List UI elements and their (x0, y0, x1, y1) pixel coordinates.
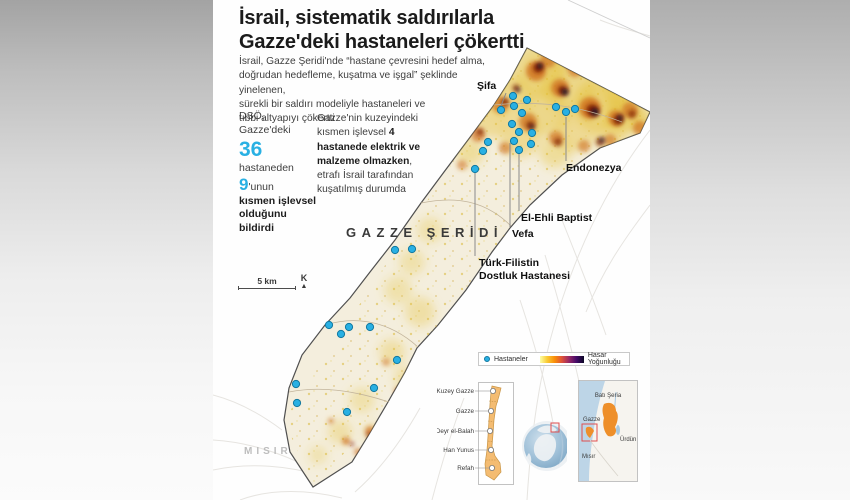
hospital-label-turk-filistin: Türk-Filistin Dostluk Hastanesi (479, 257, 570, 283)
hospital-dot (551, 102, 561, 112)
hospital-dot (514, 145, 524, 155)
who-label: Gazze'deki (239, 123, 291, 136)
district-marker (490, 387, 497, 394)
egypt-label: MISIR (244, 446, 292, 457)
hospital-dot (291, 379, 301, 389)
compass-letter: K (300, 273, 308, 283)
hospital-dot (390, 245, 400, 255)
globe-minimap (522, 421, 567, 471)
region-label-west-bank: Batı Şeria (595, 393, 622, 399)
hospital-dot (508, 91, 518, 101)
district-marker (488, 447, 495, 454)
hospital-dot (526, 139, 536, 149)
intro-line: sürekli bir saldırı modeliyle hastaneler… (239, 98, 426, 110)
letterbox-left (0, 0, 213, 500)
hospital-label-elehli: El-Ehli Baptist (521, 212, 593, 224)
hospital-dot (369, 383, 379, 393)
hospital-dot (570, 104, 580, 114)
who-label-bold: olduğunu (239, 208, 287, 221)
district-marker (488, 407, 495, 414)
globe-highlight-box (550, 422, 560, 433)
who-label-bold: bildirdi (239, 222, 274, 235)
hospital-dot (392, 355, 402, 365)
districts-minimap: Kuzey Gazze Gazze Deyr el-Balah Han Yunu… (437, 382, 514, 485)
hospital-legend-icon (484, 356, 490, 362)
who-label: hastaneden (239, 161, 294, 174)
hospital-label-line: Dostluk Hastanesi (479, 270, 571, 283)
intro-paragraph: İsrail, Gazze Şeridi'nde “hastane çevres… (239, 55, 499, 126)
hospital-label-sifa: Şifa (477, 80, 497, 92)
district-label: Kuzey Gazze (437, 388, 474, 395)
hospital-dot (517, 108, 527, 118)
hospital-dot (561, 107, 571, 117)
district-label: Refah (457, 465, 474, 472)
legend-damage-label: Hasar Yoğunluğu (587, 352, 621, 366)
north-arrow-icon: ▲ (300, 283, 308, 290)
hospital-dot (365, 322, 375, 332)
district-label: Han Yunus (443, 447, 474, 454)
note-text-bold: 4 hastanede elektrik ve malzeme olmazken (317, 127, 421, 167)
north-gaza-note: Gazze'nin kuzeyindeki kısmen işlevsel 4 … (317, 112, 433, 198)
north-compass: K ▲ (298, 273, 310, 291)
letterbox-right (650, 0, 850, 500)
gaza-damage-map (213, 0, 650, 500)
page-title: İsrail, sistematik saldırılarla Gazze'de… (239, 6, 589, 55)
who-label: DSÖ, (239, 110, 265, 122)
border-fence-line (567, 0, 650, 39)
region-label-jordan: Ürdün (620, 436, 636, 443)
stat-total-hospitals: 36 (239, 137, 263, 161)
district-marker (487, 428, 494, 435)
hospital-label-line: Türk-Filistin (479, 257, 540, 269)
who-label: 'unun (248, 180, 274, 193)
legend-hospitals-label: Hastaneler (494, 355, 528, 363)
gaza-strip-label: GAZZE ŞERİDİ (346, 225, 504, 240)
region-minimap: Batı Şeria Gazze Ürdün Mısır (578, 380, 638, 482)
hospital-dot (509, 136, 519, 146)
hospital-label-vefa: Vefa (512, 228, 534, 240)
region-label-gaza: Gazze (583, 417, 601, 423)
who-label-bold: kısmen işlevsel (239, 194, 317, 207)
label-leader-lines (474, 92, 567, 256)
stat-partial-hospitals: 9 (239, 174, 249, 194)
hospital-dot (407, 244, 417, 254)
intro-line: doğrudan hedefleme, kuşatma ve işgal” şe… (239, 70, 458, 96)
scale-label: 5 km (257, 276, 277, 286)
district-label: Deyr el-Balah (437, 428, 474, 435)
hospital-dot (324, 320, 334, 330)
gaza-shape-small (585, 426, 594, 438)
hospital-dot (527, 128, 537, 138)
hospital-dot (292, 398, 302, 408)
minimap-gaza-shape (484, 385, 502, 481)
hospital-dot (522, 95, 532, 105)
west-bank-shape (602, 402, 618, 437)
hospital-dot (483, 137, 493, 147)
damage-gradient-bar (539, 355, 584, 363)
district-marker (489, 465, 496, 472)
district-label: Gazze (456, 408, 475, 415)
note-text: , etrafı İsrail tarafından kuşatılmış du… (317, 155, 414, 196)
infographic-content: İsrail, sistematik saldırılarla Gazze'de… (213, 0, 650, 500)
title-line-1: İsrail, sistematik saldırılarla (239, 7, 495, 29)
hospital-dot (470, 164, 480, 174)
scale-bar (238, 286, 296, 292)
hospital-dot (342, 407, 352, 417)
hospital-dots-layer (291, 91, 580, 417)
hospital-dot (507, 119, 517, 129)
title-line-2: Gazze'deki hastaneleri çökertti (239, 31, 525, 54)
intro-line: tıbbi altyapıyı çökertti (239, 113, 335, 125)
region-label-egypt: Mısır (582, 454, 595, 460)
hospital-dot (514, 127, 524, 137)
gaza-highlight-box (581, 423, 598, 442)
hospital-dot (344, 322, 354, 332)
hospital-dot (478, 146, 488, 156)
intro-line: İsrail, Gazze Şeridi'nde “hastane çevres… (239, 56, 486, 67)
hospital-dot (336, 329, 346, 339)
hospital-label-endonezya: Endonezya (566, 162, 622, 174)
hospital-dot (496, 105, 506, 115)
map-legend: Hastaneler Hasar Yoğunluğu (478, 352, 630, 366)
who-statistic: DSÖ, Gazze'deki 36 hastaneden 9'unun kıs… (239, 110, 331, 236)
note-text: Gazze'nin kuzeyindeki kısmen işlevsel (317, 113, 419, 139)
hospital-dot (509, 101, 519, 111)
